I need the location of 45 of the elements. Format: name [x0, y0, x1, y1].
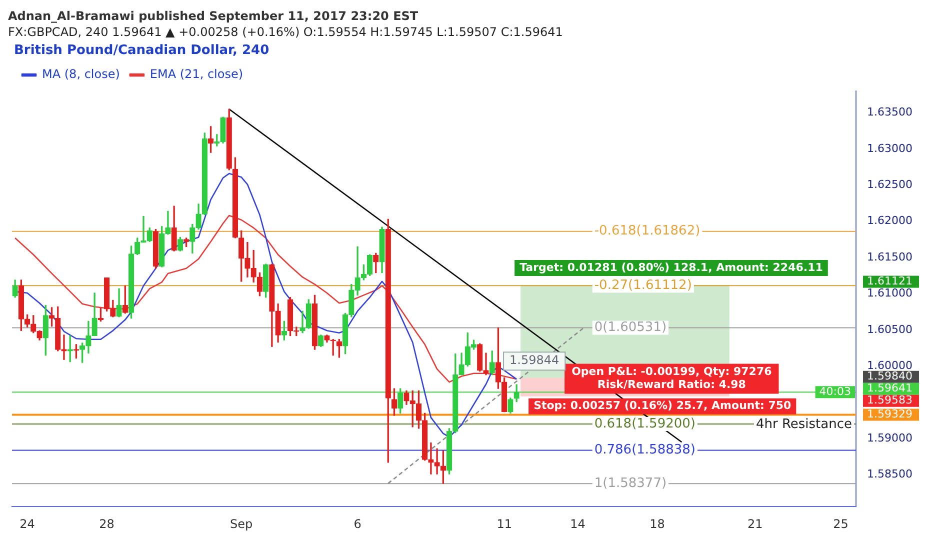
- legend-label: EMA (21, close): [150, 67, 244, 82]
- y-tick-label: 1.59000: [867, 431, 912, 444]
- y-tick-label: 1.59329: [867, 408, 912, 421]
- y-tick-label: 1.61500: [867, 250, 912, 264]
- chart-subtitle: FX:GBPCAD, 240 1.59641 ▲ +0.00258 (+0.16%) O:1.59554 H:1.59745 L:1.59507 C:1.59641: [8, 24, 564, 40]
- y-tick-label: 1.59840: [867, 370, 912, 383]
- x-tick-label: Sep: [230, 516, 253, 531]
- ref-line-label: 4hr Resistance: [756, 417, 852, 432]
- ref-line-label: 1(1.58377): [594, 476, 667, 492]
- y-tick-label: 1.59641: [867, 382, 912, 395]
- x-tick-label: 24: [20, 516, 35, 531]
- annotation: Risk/Reward Ratio: 4.98: [597, 378, 746, 392]
- ref-line-label: -0.618(1.61862): [594, 224, 700, 239]
- x-tick-label: 18: [650, 516, 665, 531]
- y-tick-label: 1.60000: [867, 358, 912, 372]
- ref-line-label: 0(1.60531): [594, 320, 667, 336]
- y-tick-label: 1.62000: [867, 214, 912, 228]
- band-label: Stop: 0.00257 (0.16%) 25.7, Amount: 750: [534, 399, 792, 412]
- y-tick-label: 1.61000: [867, 286, 912, 300]
- y-tick-label: 1.63000: [867, 142, 912, 155]
- ref-line-label: 0.786(1.58838): [594, 442, 696, 458]
- y-tick-label: 1.60500: [867, 322, 912, 336]
- ref-line-label: 0.618(1.59200): [594, 416, 696, 432]
- x-tick-label: 6: [354, 516, 362, 531]
- legend-title: British Pound/Canadian Dollar, 240: [13, 42, 270, 59]
- candlestick: [434, 448, 440, 474]
- ref-line-label: -0.27(1.61112): [594, 278, 692, 293]
- x-tick-label: 14: [570, 516, 586, 531]
- band-label: Target: 0.01281 (0.80%) 128.1, Amount: 2246.11: [520, 260, 823, 274]
- y-tick-label: 1.58500: [867, 468, 912, 481]
- x-tick-label: 25: [833, 516, 848, 531]
- x-tick-label: 21: [747, 516, 763, 531]
- legend-label: MA (8, close): [42, 67, 120, 82]
- x-tick-label: 28: [99, 516, 114, 531]
- y-tick-label: 1.61121: [867, 274, 912, 288]
- annotation: Open P&L: -0.00199, Qty: 97276: [572, 365, 772, 378]
- annotation: 1.59844: [510, 353, 560, 368]
- y-tick-label: 1.62500: [867, 178, 912, 191]
- candlestick: [483, 352, 489, 376]
- chart-title: Adnan_Al-Bramawi published September 11, 2017 23:20 EST: [8, 8, 420, 24]
- y-tick-label: 1.59583: [867, 394, 912, 407]
- y-tick-label: 1.63500: [867, 106, 912, 119]
- annotation: 40:03: [819, 384, 852, 398]
- candlestick: [428, 442, 434, 474]
- x-tick-label: 11: [496, 516, 512, 531]
